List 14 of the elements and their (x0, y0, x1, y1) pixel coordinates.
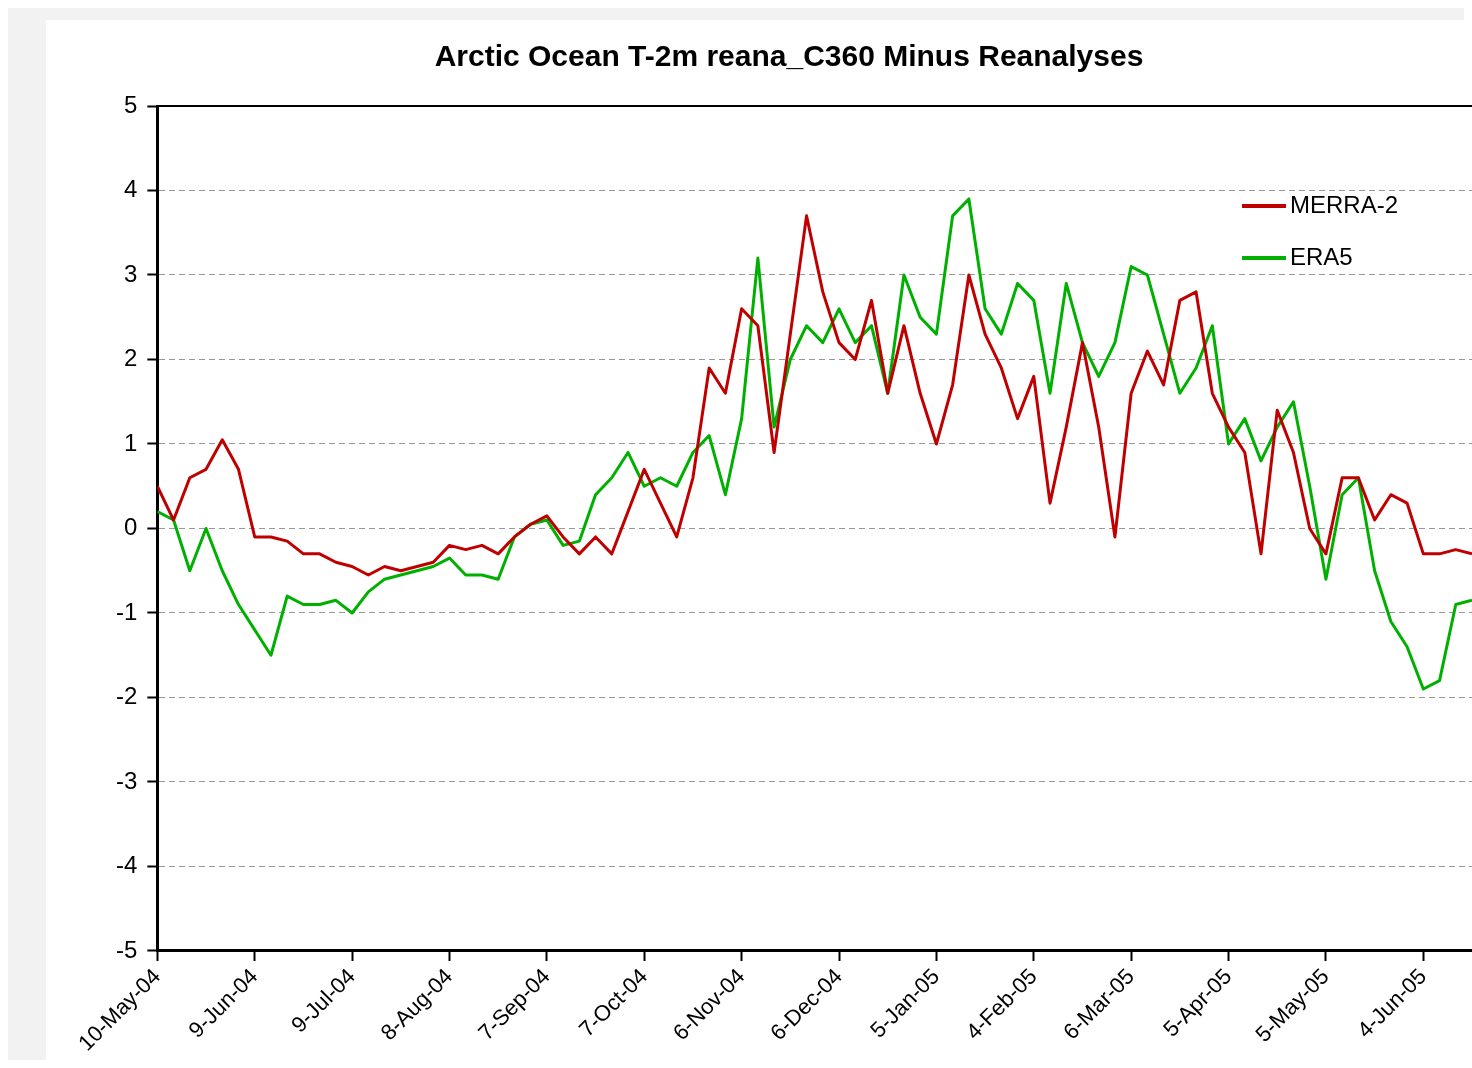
y-tick-label: -4 (116, 851, 138, 879)
y-tick-label: 4 (123, 175, 138, 203)
y-tick-label: 1 (123, 428, 138, 456)
y-tick-label: 3 (123, 259, 138, 287)
legend-label: ERA5 (1290, 242, 1353, 270)
y-tick-label: 2 (123, 344, 138, 372)
y-tick-label: -1 (116, 597, 138, 625)
legend-label: MERRA-2 (1290, 190, 1399, 218)
y-tick-label: 5 (123, 90, 138, 118)
y-tick-label: -3 (116, 766, 138, 794)
y-tick-label: -2 (116, 682, 138, 710)
y-tick-label: -5 (116, 935, 138, 963)
chart-title: Arctic Ocean T-2m reana_C360 Minus Reanalyses (434, 39, 1144, 73)
y-tick-label: 0 (123, 513, 138, 541)
